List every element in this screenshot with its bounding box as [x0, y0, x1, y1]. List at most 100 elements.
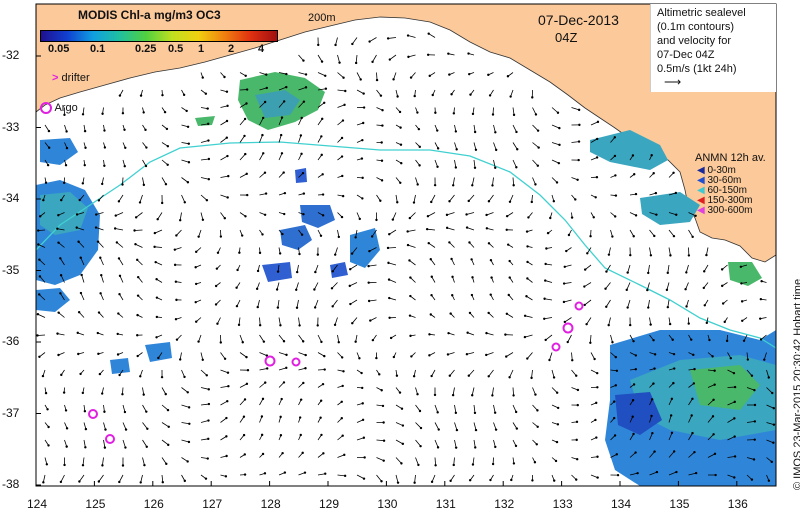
velocity-arrowhead	[583, 303, 586, 307]
velocity-arrowhead	[410, 355, 413, 358]
velocity-arrowhead	[36, 313, 40, 316]
velocity-arrowhead	[436, 411, 439, 414]
velocity-arrowhead	[362, 106, 366, 109]
velocity-arrowhead	[187, 142, 190, 145]
velocity-arrow	[337, 89, 346, 92]
velocity-arrowhead	[596, 386, 599, 389]
velocity-arrow	[161, 159, 168, 166]
anmn-item-label: 150-300m	[707, 195, 753, 206]
velocity-arrowhead	[494, 131, 497, 134]
velocity-arrowhead	[607, 323, 610, 327]
velocity-arrowhead	[136, 294, 140, 297]
velocity-arrowhead	[652, 382, 655, 385]
velocity-arrow	[317, 54, 323, 62]
velocity-arrowhead	[653, 353, 657, 356]
velocity-arrow	[727, 456, 736, 458]
velocity-arrow	[200, 212, 204, 220]
velocity-arrowhead	[451, 184, 455, 187]
velocity-arrow	[668, 229, 675, 237]
velocity-arrow	[512, 124, 517, 133]
velocity-arrow	[388, 262, 397, 266]
info-line: (0.1m contours)	[657, 21, 735, 33]
velocity-arrowhead	[116, 353, 120, 356]
velocity-arrowhead	[118, 480, 121, 484]
velocity-arrowhead	[194, 266, 197, 269]
velocity-arrow	[389, 229, 397, 235]
info-line: 0.5m/s (1kt 24h)	[657, 63, 737, 75]
velocity-arrowhead	[436, 147, 440, 150]
velocity-arrowhead	[96, 331, 100, 335]
velocity-arrowhead	[687, 322, 690, 325]
velocity-arrowhead	[298, 416, 302, 419]
velocity-arrowhead	[634, 451, 637, 454]
velocity-arrow	[200, 387, 209, 390]
velocity-arrow	[414, 474, 416, 483]
velocity-arrowhead	[430, 275, 433, 278]
velocity-arrowhead	[575, 458, 579, 461]
velocity-arrowhead	[575, 438, 578, 442]
velocity-arrowhead	[416, 111, 419, 114]
velocity-arrow	[337, 454, 345, 458]
velocity-arrowhead	[380, 179, 384, 182]
velocity-arrowhead	[261, 452, 265, 456]
velocity-arrow	[688, 451, 695, 458]
velocity-arrowhead	[57, 311, 60, 314]
velocity-arrowhead	[320, 153, 323, 157]
velocity-arrowhead	[134, 216, 138, 219]
velocity-arrow	[161, 422, 169, 428]
velocity-arrowhead	[81, 391, 85, 395]
velocity-arrowhead	[351, 42, 354, 46]
velocity-arrowhead	[669, 254, 672, 257]
velocity-arrowhead	[508, 259, 511, 263]
velocity-arrowhead	[536, 164, 540, 167]
velocity-arrowhead	[713, 369, 716, 372]
velocity-arrowhead	[47, 444, 50, 447]
velocity-arrow	[118, 194, 124, 202]
velocity-arrowhead	[97, 352, 100, 356]
velocity-arrow	[181, 159, 190, 163]
argo-marker	[264, 355, 276, 367]
colorbar-tick: 0.1	[90, 43, 106, 55]
velocity-arrow	[60, 293, 65, 301]
velocity-arrowhead	[226, 154, 229, 158]
velocity-arrowhead	[261, 397, 265, 401]
velocity-arrowhead	[431, 93, 434, 97]
velocity-arrowhead	[187, 440, 191, 444]
velocity-arrow	[298, 87, 307, 91]
velocity-arrowhead	[651, 431, 654, 435]
velocity-arrowhead	[117, 257, 121, 260]
argo-marker	[551, 342, 561, 352]
velocity-arrow	[139, 194, 143, 203]
velocity-arrowhead	[505, 355, 508, 358]
velocity-arrowhead	[81, 182, 85, 185]
velocity-arrowhead	[113, 227, 117, 230]
velocity-arrowhead	[173, 248, 177, 251]
velocity-arrowhead	[343, 453, 346, 457]
velocity-arrowhead	[386, 246, 390, 250]
velocity-arrowhead	[299, 134, 303, 137]
y-tick-label: -32	[2, 48, 20, 62]
velocity-arrow	[434, 457, 437, 466]
velocity-arrowhead	[46, 408, 49, 411]
velocity-arrow	[447, 227, 455, 231]
velocity-arrowhead	[243, 117, 247, 121]
velocity-arrowhead	[260, 433, 264, 437]
velocity-arrowhead	[692, 353, 695, 357]
velocity-arrowhead	[235, 286, 238, 289]
velocity-arrows	[36, 32, 776, 484]
velocity-arrowhead	[436, 129, 439, 132]
anmn-item: ◀ 300-600m	[697, 205, 753, 216]
velocity-arrowhead	[505, 312, 509, 315]
velocity-arrowhead	[426, 215, 430, 218]
velocity-arrow	[746, 369, 753, 376]
velocity-arrowhead	[437, 428, 440, 431]
velocity-arrowhead	[124, 146, 127, 150]
velocity-arrowhead	[613, 136, 616, 139]
velocity-arrow	[571, 107, 580, 111]
velocity-arrow	[135, 243, 143, 248]
velocity-arrowhead	[629, 253, 632, 257]
velocity-arrowhead	[387, 261, 390, 265]
velocity-arrow	[239, 153, 246, 161]
velocity-arrow	[295, 282, 299, 290]
velocity-arrow	[118, 258, 124, 266]
